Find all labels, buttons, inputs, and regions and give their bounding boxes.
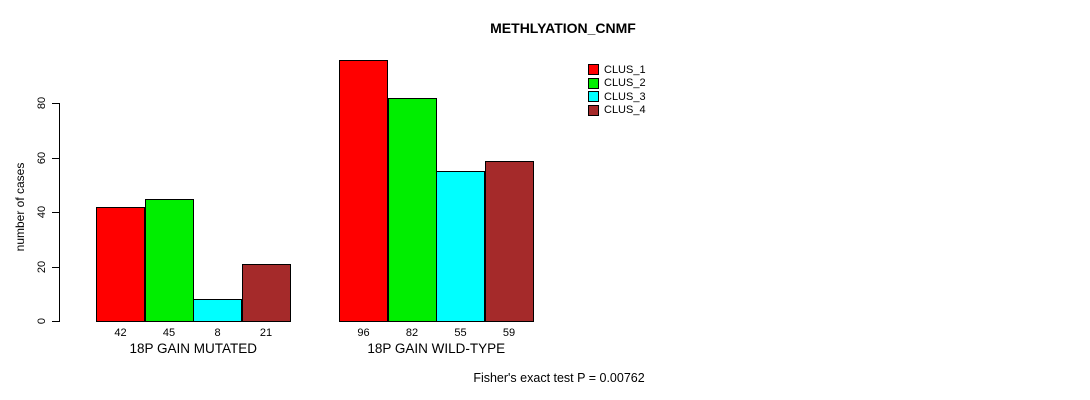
bar-clus_2-group2: [387, 97, 437, 322]
bar-clus_4-group2: [484, 160, 534, 322]
x-group-label: 18P GAIN MUTATED: [129, 341, 258, 356]
y-tick: [52, 212, 59, 214]
bar-value-label: 42: [114, 327, 127, 339]
legend-label: CLUS_2: [604, 77, 646, 89]
chart-title: METHLYATION_CNMF: [490, 20, 636, 36]
legend-label: CLUS_4: [604, 104, 646, 116]
bar-value-label: 59: [502, 327, 516, 339]
legend-swatch: [588, 64, 599, 75]
legend-label: CLUS_3: [604, 90, 646, 103]
y-tick: [52, 103, 59, 105]
bar-value-label: 82: [405, 327, 419, 339]
bar-clus_1-group2: [339, 59, 388, 322]
x-group-label: 18P GAIN WILD-TYPE: [367, 341, 506, 356]
legend: CLUS_1 CLUS_2 CLUS_3 CLUS_4: [588, 63, 646, 117]
bar-clus_2-group1: [144, 198, 194, 322]
bar-value-label: 45: [162, 327, 176, 339]
y-axis-line: [59, 103, 60, 322]
y-tick-label: 40: [36, 206, 48, 219]
bar-value-label: 96: [357, 327, 370, 339]
legend-item-clus_4: CLUS_4: [588, 104, 646, 117]
bar-value-label: 55: [454, 327, 467, 339]
legend-item-clus_1: CLUS_1: [588, 63, 646, 76]
legend-swatch: [588, 104, 599, 116]
bar-clus_1-group1: [96, 206, 145, 322]
stat-caption: Fisher's exact test P = 0.00762: [473, 371, 645, 385]
y-tick-label: 0: [36, 317, 48, 325]
legend-label: CLUS_1: [604, 63, 646, 76]
y-tick: [52, 266, 59, 268]
y-tick: [52, 157, 59, 159]
legend-item-clus_3: CLUS_3: [588, 90, 646, 103]
y-tick: [52, 321, 59, 322]
bar-clus_3-group1: [193, 299, 242, 322]
legend-swatch: [588, 91, 599, 102]
y-tick-label: 60: [36, 151, 48, 164]
bar-clus_3-group2: [436, 171, 485, 322]
bar-clus_4-group1: [241, 263, 291, 322]
y-tick-label: 20: [36, 260, 48, 273]
legend-item-clus_2: CLUS_2: [588, 77, 646, 90]
legend-swatch: [588, 77, 599, 89]
bar-value-label: 21: [259, 327, 273, 339]
y-tick-label: 80: [36, 97, 48, 110]
y-axis-title: number of cases: [13, 162, 27, 252]
bar-value-label: 8: [214, 327, 221, 339]
